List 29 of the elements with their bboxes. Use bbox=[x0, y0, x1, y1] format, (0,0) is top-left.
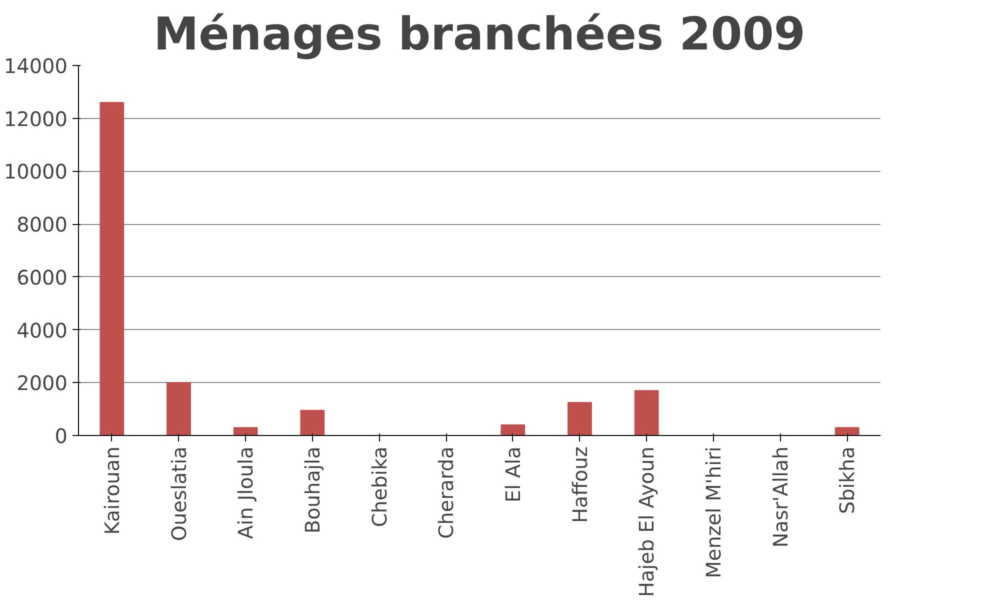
y-tick-label: 14000 bbox=[4, 54, 68, 78]
y-tick-label: 0 bbox=[54, 424, 68, 448]
x-tick-label: Menzel M'hiri bbox=[701, 446, 726, 578]
y-tick-label: 6000 bbox=[16, 265, 68, 290]
x-tick-label: Oueslatia bbox=[166, 446, 191, 542]
bar bbox=[233, 427, 258, 436]
y-tick-label: 8000 bbox=[16, 212, 68, 237]
x-tick-label: Bouhajla bbox=[300, 446, 324, 534]
x-tick-label: Sbikha bbox=[835, 446, 860, 514]
y-tick-label: 12000 bbox=[4, 106, 68, 131]
y-tick-label: 4000 bbox=[16, 318, 68, 342]
bar bbox=[500, 424, 526, 436]
bar bbox=[100, 102, 124, 436]
bar bbox=[166, 382, 191, 436]
x-tick-label: Nasr'Allah bbox=[768, 446, 792, 548]
chart-title: Ménages branchées 2009 bbox=[154, 8, 806, 60]
x-tick-label: Haffouz bbox=[568, 446, 592, 523]
y-tick-label: 2000 bbox=[16, 371, 68, 396]
bar bbox=[300, 410, 325, 436]
x-tick-label: Hajeb El Ayoun bbox=[634, 446, 659, 598]
bar bbox=[834, 427, 860, 436]
bar bbox=[634, 390, 659, 436]
x-tick-label: El Ala bbox=[500, 446, 525, 503]
x-tick-label: Ain Jloula bbox=[234, 446, 258, 539]
y-tick-label: 10000 bbox=[4, 160, 68, 184]
x-tick-label: Kairouan bbox=[100, 446, 124, 535]
x-tick-label: Chebika bbox=[367, 446, 392, 528]
bar bbox=[568, 402, 592, 436]
x-tick-label: Cherarda bbox=[434, 446, 458, 539]
